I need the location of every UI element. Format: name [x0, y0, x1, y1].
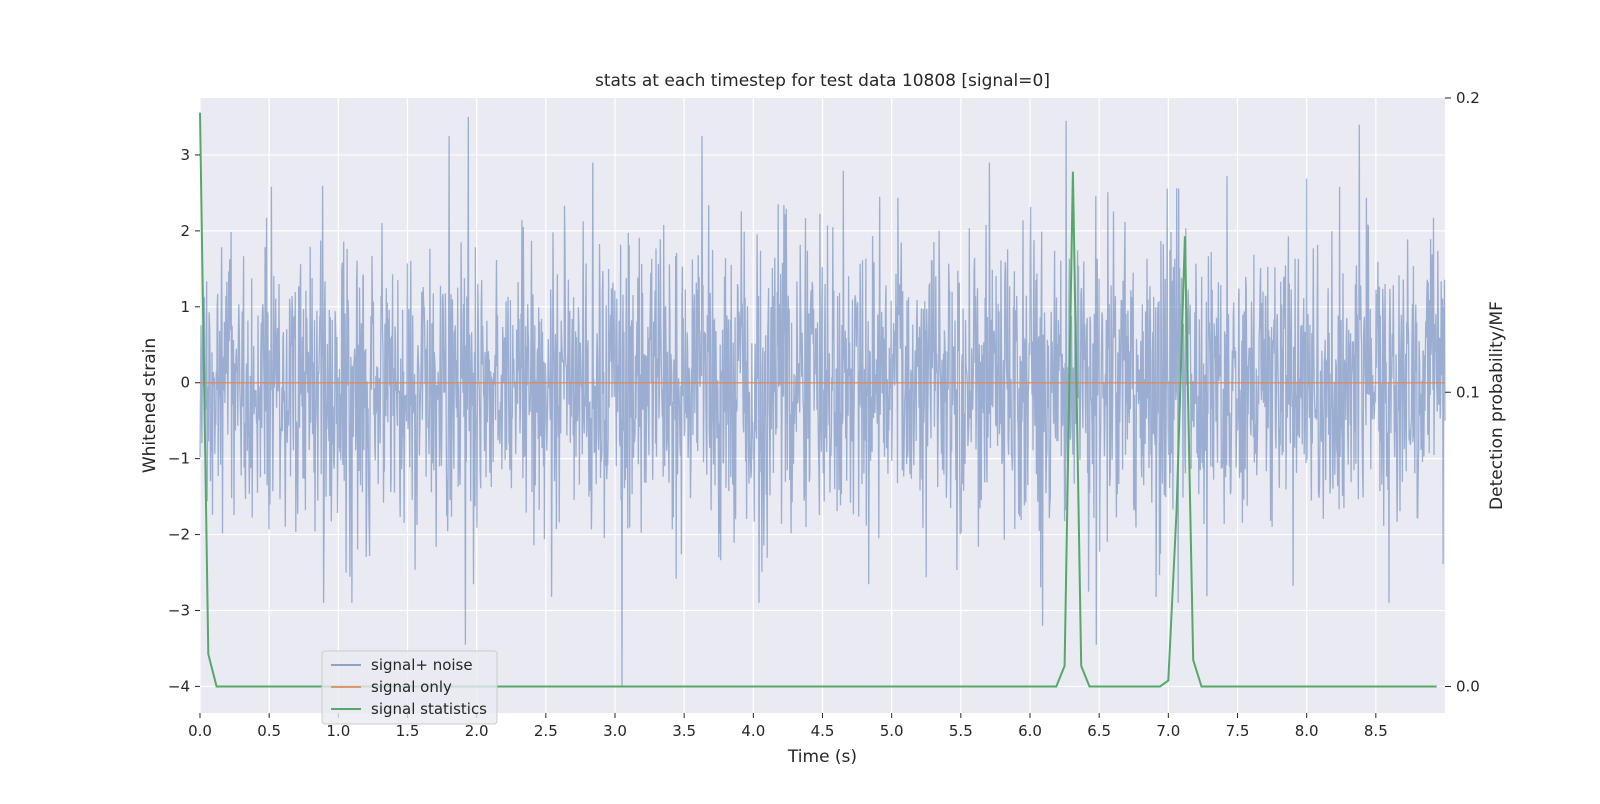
x-tick-label-16: 8.0 [1295, 722, 1319, 740]
y-tick-label-2: 1 [180, 298, 190, 316]
chart-title: stats at each timestep for test data 108… [595, 71, 1050, 91]
x-tick-label-0: 0.0 [188, 722, 212, 740]
y-tick-label-3: 0 [180, 374, 190, 392]
legend-label-signal-noise: signal+ noise [371, 656, 473, 674]
x-tick-label-9: 4.5 [811, 722, 835, 740]
legend: signal+ noise signal only signal statist… [321, 650, 498, 725]
legend-label-signal-statistics: signal statistics [371, 700, 487, 718]
x-tick-label-5: 2.5 [534, 722, 558, 740]
axes: 0.0 0.5 1.0 1.5 2.0 2.5 3.0 3.5 4.0 4.5 5.0 5.5 6.0 6… [168, 89, 1480, 740]
x-tick-label-2: 1.0 [326, 722, 350, 740]
x-tick-label-1: 0.5 [257, 722, 281, 740]
y-tick-label-1: 2 [180, 222, 190, 240]
x-tick-label-12: 6.0 [1018, 722, 1042, 740]
x-tick-label-4: 2.0 [465, 722, 489, 740]
x-tick-label-14: 7.0 [1156, 722, 1180, 740]
y-tick-label-0: 3 [180, 146, 190, 164]
x-tick-label-17: 8.5 [1364, 722, 1388, 740]
y-tick-label-7: −4 [168, 677, 190, 695]
x-axis-label: Time (s) [787, 747, 857, 767]
x-tick-label-10: 5.0 [880, 722, 904, 740]
y-tick-label-4: −1 [168, 450, 190, 468]
y-tick-label-5: −2 [168, 526, 190, 544]
x-tick-label-11: 5.5 [949, 722, 973, 740]
x-tick-label-6: 3.0 [603, 722, 627, 740]
x-tick-label-8: 4.0 [741, 722, 765, 740]
y-right-tick-label-2: 0.0 [1456, 678, 1480, 696]
y-right-tick-label-1: 0.1 [1456, 383, 1480, 401]
x-tick-label-15: 7.5 [1226, 722, 1250, 740]
legend-label-signal-only: signal only [371, 678, 452, 696]
x-tick-label-3: 1.5 [396, 722, 420, 740]
legend-box [321, 650, 498, 725]
x-tick-label-13: 6.5 [1087, 722, 1111, 740]
x-tick-label-7: 3.5 [672, 722, 696, 740]
y-axis-label: Whitened strain [140, 338, 160, 473]
y-right-tick-label-0: 0.2 [1456, 89, 1480, 107]
y-tick-label-6: −3 [168, 602, 190, 620]
series-signal-noise-line [199, 116, 1446, 687]
y-right-axis-label: Detection probability/MF [1487, 301, 1507, 510]
